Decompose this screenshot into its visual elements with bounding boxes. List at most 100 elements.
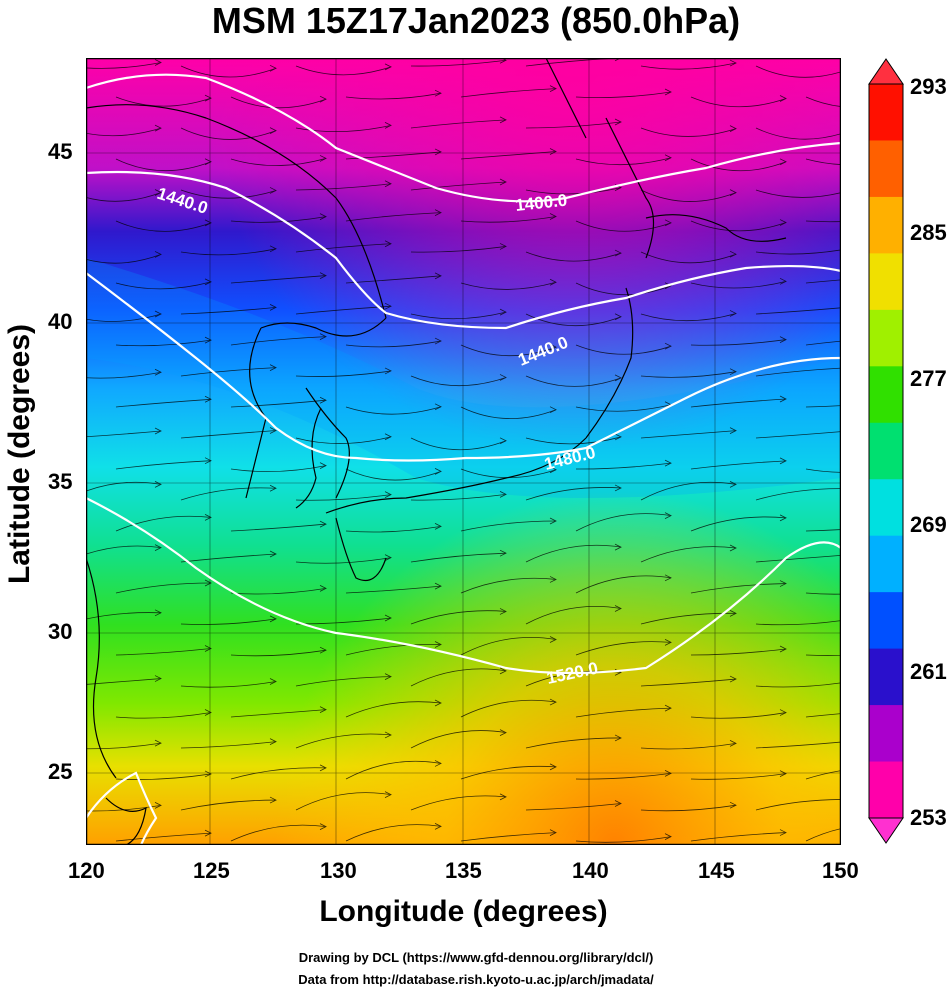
streamline-arrow bbox=[269, 550, 277, 558]
streamline-arrow bbox=[549, 213, 557, 220]
streamline-arrow bbox=[269, 427, 277, 434]
streamline bbox=[640, 251, 737, 264]
streamline-arrow bbox=[269, 64, 277, 72]
streamline bbox=[115, 582, 212, 594]
streamline-arrow bbox=[434, 89, 442, 97]
streamline-arrow bbox=[269, 303, 277, 311]
streamline bbox=[755, 620, 841, 626]
streamline-arrow bbox=[549, 148, 557, 155]
streamline-arrow bbox=[779, 95, 787, 102]
y-tick-label: 25 bbox=[48, 759, 73, 784]
streamline-arrow bbox=[614, 800, 622, 807]
streamline bbox=[410, 375, 507, 387]
streamline bbox=[460, 406, 557, 419]
streamline bbox=[805, 220, 841, 223]
x-tick-label: 120 bbox=[68, 858, 105, 883]
streamline bbox=[180, 487, 277, 501]
streamline bbox=[230, 767, 327, 780]
streamline bbox=[86, 127, 162, 137]
streamline-arrow bbox=[614, 374, 622, 382]
streamline-arrow bbox=[729, 59, 737, 67]
streamline bbox=[805, 96, 841, 107]
streamline bbox=[295, 243, 392, 253]
streamline-arrow bbox=[384, 367, 392, 375]
streamline bbox=[410, 730, 507, 749]
streamline bbox=[180, 367, 277, 377]
streamline-arrow bbox=[204, 770, 212, 778]
streamline bbox=[640, 612, 737, 625]
streamline-arrow bbox=[664, 282, 672, 290]
streamline-arrow bbox=[319, 213, 327, 221]
streamline bbox=[345, 212, 442, 222]
streamline bbox=[295, 557, 392, 564]
streamline bbox=[640, 546, 737, 563]
streamline bbox=[690, 583, 787, 594]
colorbar-segment bbox=[869, 309, 903, 367]
streamline-arrow bbox=[614, 543, 622, 551]
streamline-arrow bbox=[319, 462, 327, 469]
streamline-arrow bbox=[204, 278, 212, 286]
streamline bbox=[525, 544, 622, 563]
streamline-arrow bbox=[434, 582, 442, 590]
streamline-arrow bbox=[779, 395, 787, 403]
streamline-arrow bbox=[154, 251, 162, 258]
streamline-arrow bbox=[664, 88, 672, 96]
streamline-arrow bbox=[434, 468, 442, 475]
streamline bbox=[115, 339, 212, 347]
streamline bbox=[575, 707, 672, 718]
streamline bbox=[805, 828, 841, 842]
streamline bbox=[525, 737, 622, 749]
streamline bbox=[805, 279, 841, 284]
streamline bbox=[115, 96, 212, 107]
streamline-arrow bbox=[549, 406, 557, 414]
streamline bbox=[410, 246, 507, 253]
streamline-arrow bbox=[154, 189, 162, 196]
streamline-arrow bbox=[204, 336, 212, 344]
streamline-arrow bbox=[664, 704, 672, 712]
streamline bbox=[345, 340, 442, 348]
streamline-arrow bbox=[434, 523, 442, 530]
streamline-arrow bbox=[549, 763, 557, 771]
colorbar-segment bbox=[869, 84, 903, 141]
streamline-arrow bbox=[204, 395, 212, 403]
streamline-arrow bbox=[664, 574, 672, 582]
streamline-arrow bbox=[664, 219, 672, 227]
streamline-arrow bbox=[729, 544, 737, 552]
streamline bbox=[295, 733, 392, 749]
streamline bbox=[575, 575, 672, 594]
streamline-arrow bbox=[204, 579, 212, 587]
streamline-arrow bbox=[384, 122, 392, 129]
streamline-arrow bbox=[204, 457, 212, 465]
streamline-arrow bbox=[319, 520, 327, 528]
streamline bbox=[230, 158, 327, 167]
colorbar-max-arrow bbox=[868, 58, 904, 85]
streamline-arrow bbox=[434, 760, 442, 767]
streamline bbox=[525, 121, 622, 129]
streamline bbox=[640, 371, 737, 378]
streamline-arrow bbox=[384, 302, 392, 310]
streamline bbox=[86, 612, 162, 620]
streamline-arrow bbox=[614, 249, 622, 257]
streamline-arrow bbox=[384, 433, 392, 441]
streamline-arrow bbox=[729, 125, 737, 132]
y-axis-label: Latitude (degrees) bbox=[3, 323, 36, 585]
streamline bbox=[690, 712, 787, 719]
streamline-arrow bbox=[384, 791, 392, 799]
colorbar-segment bbox=[869, 535, 903, 593]
streamline-arrow bbox=[384, 731, 392, 739]
streamline bbox=[805, 770, 841, 780]
streamline-arrow bbox=[204, 219, 212, 227]
streamline bbox=[295, 305, 392, 315]
streamline bbox=[525, 251, 622, 262]
streamline-arrow bbox=[779, 709, 787, 716]
streamline-arrow bbox=[319, 333, 327, 340]
streamline-arrow bbox=[434, 822, 442, 830]
streamline bbox=[755, 367, 841, 377]
streamline bbox=[575, 344, 672, 355]
streamline bbox=[410, 181, 507, 191]
streamline-arrow bbox=[779, 219, 787, 226]
colorbar-tick-label: 277 bbox=[910, 366, 947, 391]
streamline-arrow bbox=[384, 614, 392, 622]
streamline-arrow bbox=[434, 403, 442, 411]
streamline-arrow bbox=[269, 615, 277, 623]
